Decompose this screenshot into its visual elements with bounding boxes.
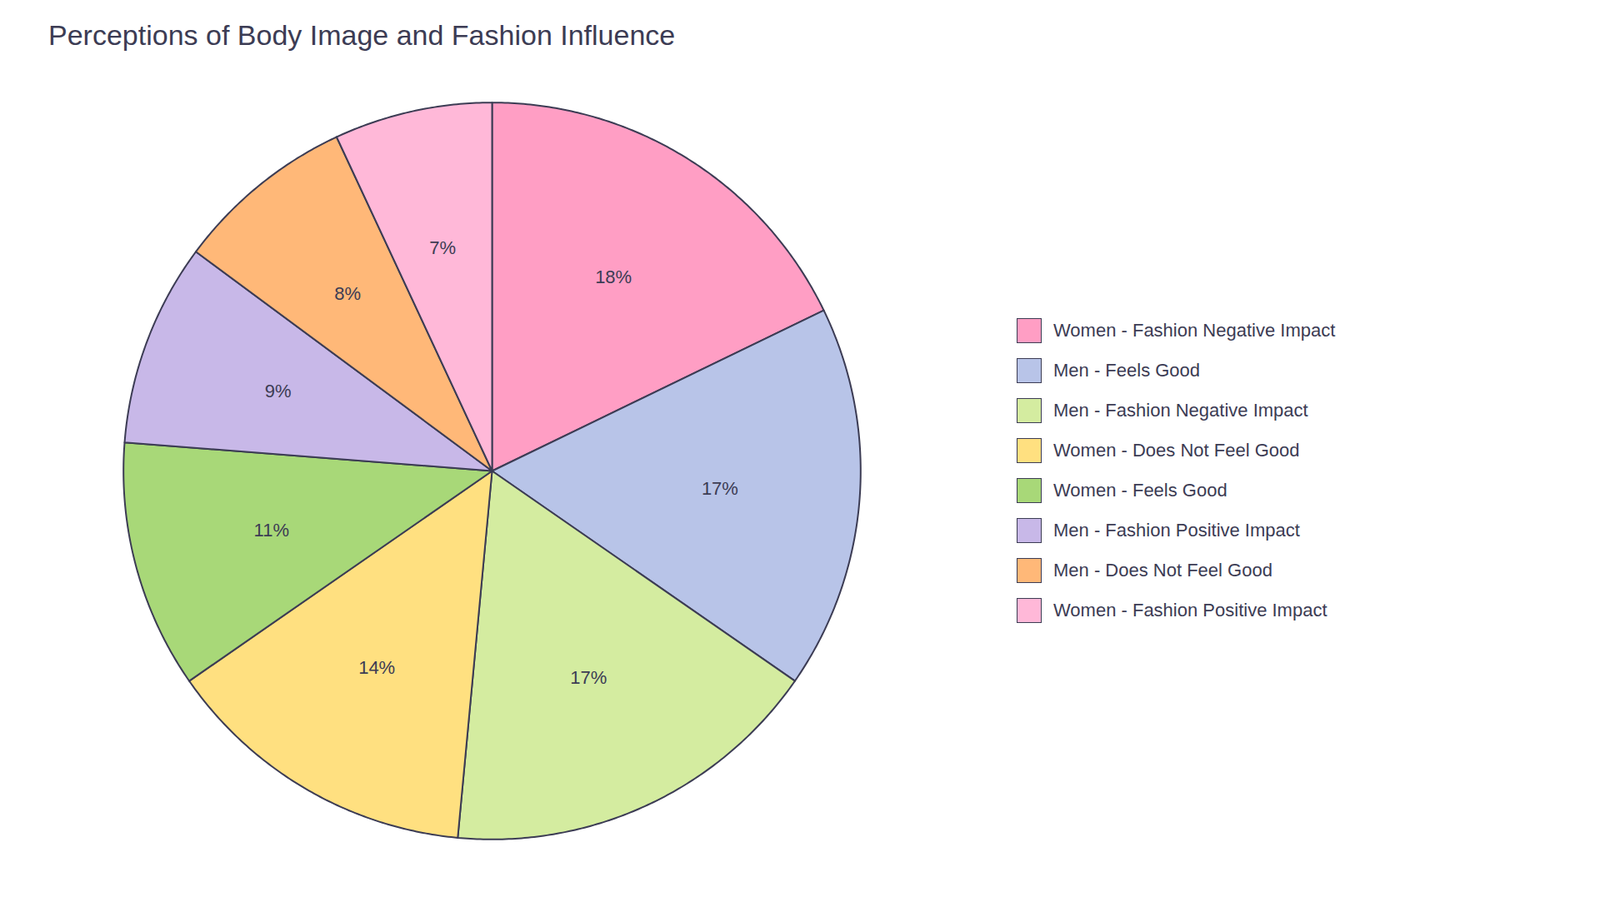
html-text:Men - Does Not Feel Good: Men - Does Not Feel Good	[1053, 560, 1273, 581]
svg-text:14%: 14%	[358, 657, 395, 679]
svg-text:18%: 18%	[595, 266, 632, 288]
html-text:Women - Fashion Positive Impac: Women - Fashion Positive Impact	[1053, 600, 1328, 621]
html-text:Men - Fashion Positive Impact: Men - Fashion Positive Impact	[1053, 520, 1300, 541]
svg-text:17%: 17%	[701, 478, 739, 500]
html-text:Men - Fashion Negative Impact: Men - Fashion Negative Impact	[1053, 400, 1309, 421]
html-text:Women - Fashion Negative Impac: Women - Fashion Negative Impact	[1053, 320, 1336, 341]
svg-text:17%: 17%	[570, 667, 607, 689]
svg-text:8%: 8%	[334, 283, 361, 305]
html-text:Women - Feels Good: Women - Feels Good	[1053, 480, 1228, 501]
html-text:Men - Feels Good: Men - Feels Good	[1053, 360, 1201, 381]
svg-text:11%: 11%	[254, 520, 290, 541]
html-text:Perceptions of Body Image and: Perceptions of Body Image and Fashion In…	[48, 19, 676, 51]
html-text:Women - Does Not Feel Good: Women - Does Not Feel Good	[1053, 440, 1300, 461]
svg-text:7%: 7%	[429, 237, 456, 259]
svg-text:9%: 9%	[265, 380, 292, 402]
